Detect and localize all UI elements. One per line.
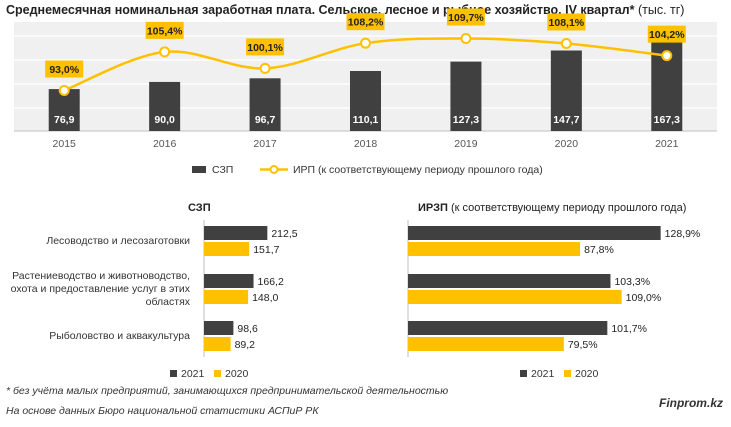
irzp-bar-2021 bbox=[408, 321, 608, 335]
line-value-label: 108,1% bbox=[549, 17, 585, 29]
line-label-box bbox=[346, 13, 385, 31]
szp-bar-2020 bbox=[204, 337, 231, 351]
bar-value-label: 90,0 bbox=[154, 114, 175, 126]
irzp-value-label: 103,3% bbox=[614, 276, 650, 288]
category-label: Растениеводство и животноводство, охота и… bbox=[0, 270, 190, 309]
irzp-bar-2021 bbox=[408, 226, 661, 240]
x-tick-label: 2020 bbox=[555, 138, 579, 150]
category-label-line: Растениеводство и животноводство, bbox=[12, 270, 190, 282]
szp-bar-2020 bbox=[204, 290, 249, 304]
x-tick-label: 2018 bbox=[354, 138, 378, 150]
legend-marker-irp bbox=[269, 165, 279, 174]
footnote: * без учёта малых предприятий, занимающи… bbox=[6, 385, 449, 397]
szp-value-label: 151,7 bbox=[253, 244, 279, 256]
irzp-bar-2021 bbox=[408, 274, 611, 288]
legend-label-irp: ИРП (к соответствующему периоду прошлого… bbox=[293, 164, 543, 176]
szp-legend-label-2020: 2020 bbox=[225, 368, 249, 380]
brand-logo-text: Finprom.kz bbox=[658, 396, 723, 410]
line-marker bbox=[58, 85, 70, 97]
szp-legend-label-2021: 2021 bbox=[181, 368, 205, 380]
irzp-bar-2020 bbox=[408, 290, 622, 304]
irzp-legend-label-2021: 2021 bbox=[531, 368, 555, 380]
chart-title-unit: (тыс. тг) bbox=[634, 3, 685, 17]
szp-value-label: 166,2 bbox=[258, 276, 284, 288]
line-marker bbox=[460, 33, 472, 45]
source-note: На основе данных Бюро национальной стати… bbox=[6, 405, 319, 417]
line-label-box bbox=[647, 25, 686, 43]
line-label-box bbox=[547, 13, 586, 31]
category-label-line: Лесоводство и лесозаготовки bbox=[46, 235, 190, 247]
line-marker bbox=[360, 37, 371, 49]
line-value-label: 104,2% bbox=[649, 29, 685, 41]
bar-value-label: 167,3 bbox=[654, 114, 680, 126]
szp-value-label: 89,2 bbox=[235, 339, 256, 351]
line-label-box bbox=[145, 21, 184, 39]
right-panel-title-bold: ИРЗП bbox=[418, 202, 448, 214]
irzp-legend-swatch-2021 bbox=[520, 370, 527, 377]
irzp-value-label: 101,7% bbox=[611, 323, 647, 335]
category-label: Рыболовство и аквакультура bbox=[0, 330, 190, 343]
bar-szp bbox=[450, 61, 482, 131]
bar-value-label: 110,1 bbox=[353, 114, 379, 126]
x-tick-label: 2015 bbox=[53, 138, 77, 150]
line-marker bbox=[661, 50, 673, 62]
irzp-bar-2020 bbox=[408, 337, 564, 351]
legend-swatch-szp bbox=[192, 166, 206, 173]
category-label-line: Рыболовство и аквакультура bbox=[49, 330, 190, 342]
line-marker bbox=[259, 62, 271, 74]
szp-legend-swatch-2021 bbox=[170, 370, 177, 377]
szp-bar-2020 bbox=[204, 242, 250, 256]
line-marker bbox=[159, 46, 171, 58]
line-value-label: 100,1% bbox=[247, 42, 283, 54]
irzp-value-label: 87,8% bbox=[584, 244, 614, 256]
irzp-value-label: 79,5% bbox=[568, 339, 598, 351]
szp-bar-2021 bbox=[204, 321, 234, 335]
category-label: Лесоводство и лесозаготовки bbox=[0, 235, 190, 248]
szp-value-label: 212,5 bbox=[271, 228, 297, 240]
szp-value-label: 98,6 bbox=[237, 323, 258, 335]
legend-label-szp: СЗП bbox=[212, 164, 233, 176]
szp-bar-2021 bbox=[204, 226, 268, 240]
bar-szp bbox=[249, 78, 281, 131]
x-tick-label: 2017 bbox=[253, 138, 277, 150]
line-label-box bbox=[45, 60, 84, 78]
x-tick-label: 2016 bbox=[153, 138, 177, 150]
bar-szp bbox=[48, 89, 80, 131]
bar-szp bbox=[550, 50, 582, 131]
bar-szp bbox=[350, 70, 381, 131]
line-label-box bbox=[446, 8, 485, 26]
szp-value-label: 148,0 bbox=[252, 292, 278, 304]
irzp-legend-label-2020: 2020 bbox=[575, 368, 599, 380]
x-tick-label: 2019 bbox=[454, 138, 478, 150]
line-value-label: 109,7% bbox=[448, 12, 484, 24]
irzp-value-label: 109,0% bbox=[626, 292, 662, 304]
x-tick-label: 2021 bbox=[655, 138, 679, 150]
line-value-label: 105,4% bbox=[147, 25, 183, 37]
szp-bar-2021 bbox=[204, 274, 254, 288]
line-value-label: 93,0% bbox=[49, 64, 79, 76]
line-value-label: 108,2% bbox=[348, 17, 384, 29]
bar-value-label: 147,7 bbox=[553, 114, 579, 126]
bar-szp bbox=[149, 81, 181, 131]
irzp-value-label: 128,9% bbox=[665, 228, 701, 240]
irzp-legend-swatch-2020 bbox=[564, 370, 571, 377]
szp-legend-swatch-2020 bbox=[214, 370, 221, 377]
category-label-line: охота и предоставление услуг в этих bbox=[10, 283, 190, 295]
irzp-bar-2020 bbox=[408, 242, 581, 256]
bar-value-label: 76,9 bbox=[54, 114, 75, 126]
line-label-box bbox=[246, 38, 285, 56]
right-panel-title: ИРЗП (к соответствующему периоду прошлог… bbox=[418, 202, 686, 214]
bar-value-label: 127,3 bbox=[453, 114, 479, 126]
bar-value-label: 96,7 bbox=[255, 114, 276, 126]
left-panel-title: СЗП bbox=[188, 202, 211, 214]
category-label-line: областях bbox=[145, 296, 190, 308]
line-marker bbox=[560, 37, 572, 49]
right-panel-title-rest: (к соответствующему периоду прошлого год… bbox=[447, 202, 687, 214]
